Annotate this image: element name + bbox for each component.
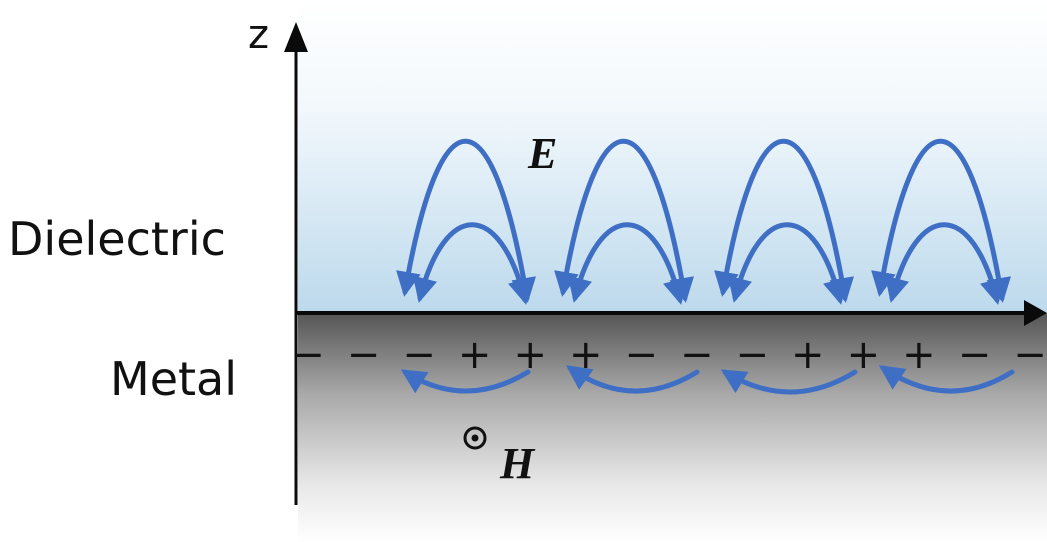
e-field-outer-arch-1	[396, 138, 537, 303]
metal-label: Metal	[110, 352, 237, 406]
positive-charge: +	[902, 332, 936, 378]
negative-charge: −	[680, 332, 714, 378]
e-field-inner-arch-3	[727, 222, 848, 305]
positive-charge: +	[569, 332, 603, 378]
positive-charge: +	[513, 332, 547, 378]
negative-charge: −	[291, 332, 325, 378]
electric-field-lines	[396, 138, 1012, 305]
positive-charge: +	[791, 332, 825, 378]
metal-curve-4	[878, 365, 1015, 394]
magnetic-field-label: H	[499, 439, 536, 488]
negative-charge: −	[1013, 332, 1047, 378]
metal-curve-2	[565, 365, 700, 394]
e-field-outer-arch-3	[714, 138, 855, 303]
dielectric-label: Dielectric	[8, 212, 226, 266]
e-field-outer-arch-4	[871, 138, 1012, 303]
z-axis-arrowhead	[284, 22, 308, 52]
e-field-inner-arch-1	[412, 222, 533, 305]
e-field-inner-arch-2	[567, 222, 688, 305]
negative-charge: −	[347, 332, 381, 378]
electric-field-label: E	[527, 129, 557, 178]
e-field-outer-arch-2	[554, 138, 695, 303]
surface-charges: − − − + + + − − − + + + − −	[291, 332, 1047, 378]
z-axis-label: z	[248, 12, 269, 58]
negative-charge: −	[402, 332, 436, 378]
metal-curve-3	[720, 369, 858, 395]
x-axis-arrowhead	[1024, 300, 1047, 326]
metal-curve-1	[400, 369, 531, 394]
metal-region	[298, 313, 1047, 542]
positive-charge: +	[458, 332, 492, 378]
negative-charge: −	[624, 332, 658, 378]
magnetic-field-symbol	[463, 426, 487, 450]
e-field-inner-arch-4	[884, 222, 1005, 305]
negative-charge: −	[736, 332, 770, 378]
positive-charge: +	[847, 332, 881, 378]
negative-charge: −	[958, 332, 992, 378]
metal-field-curves	[400, 365, 1015, 395]
